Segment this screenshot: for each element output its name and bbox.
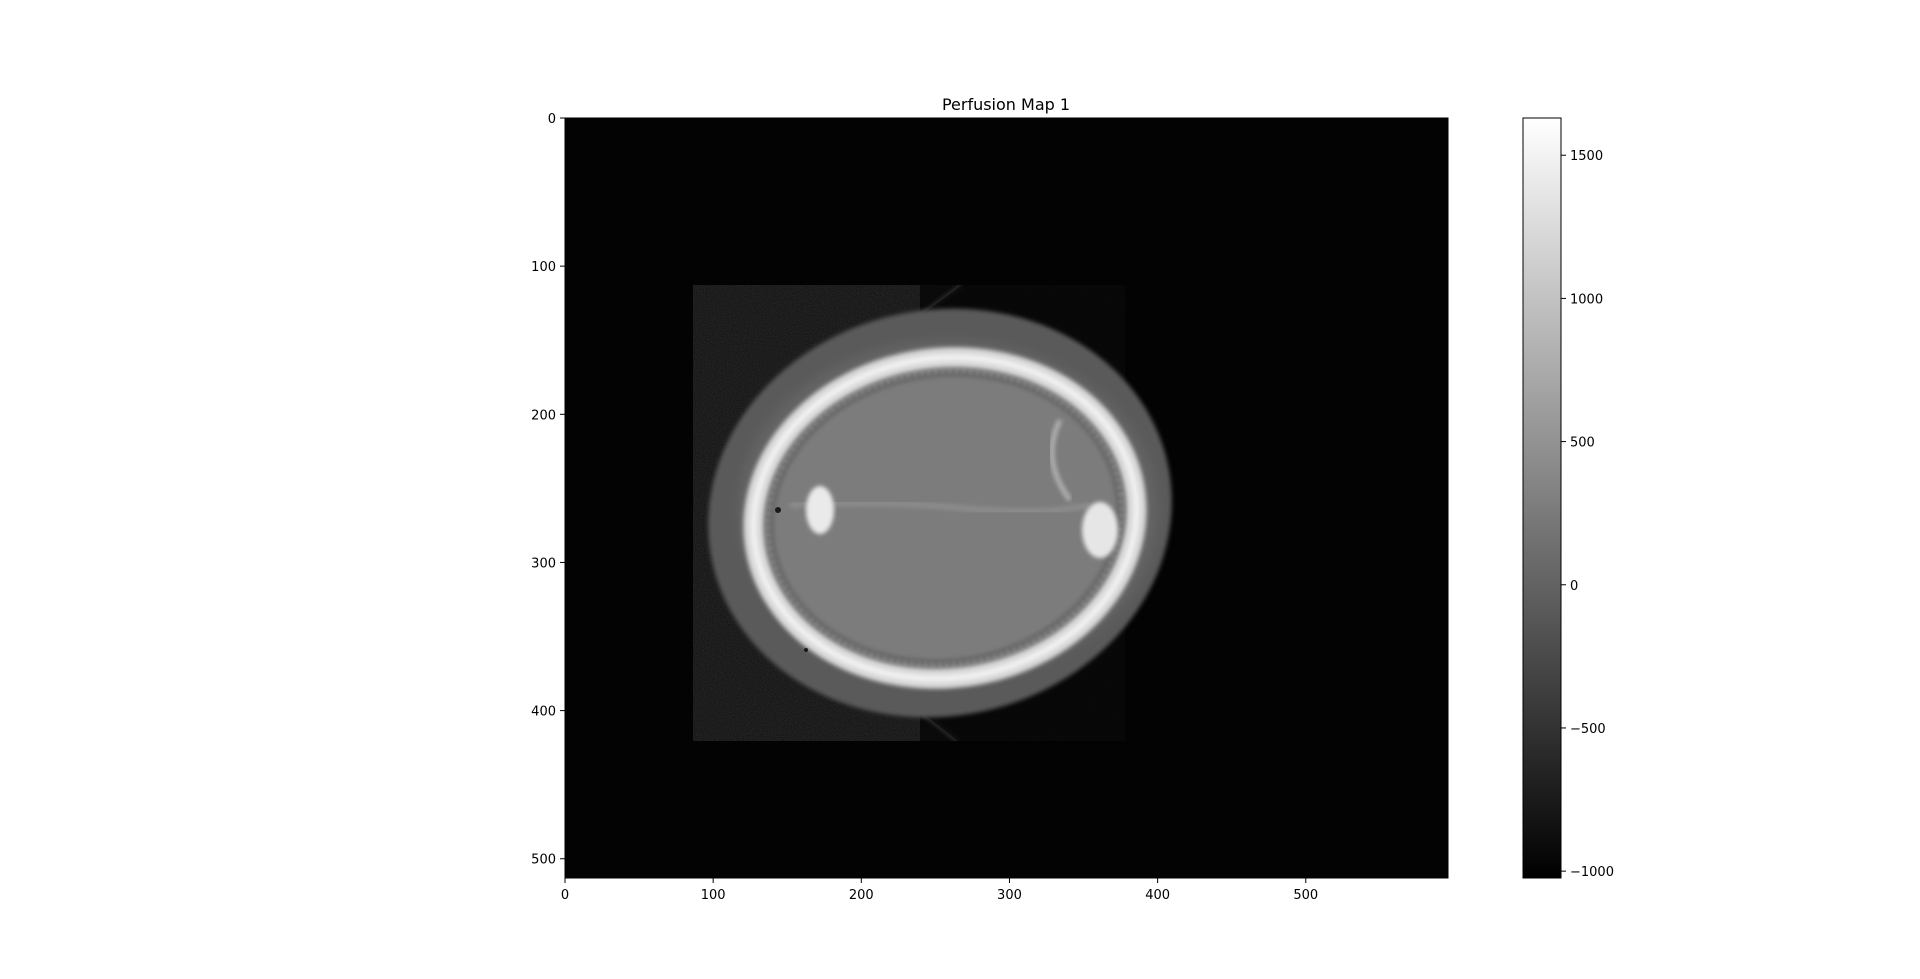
x-tick-label: 500 [1293, 888, 1318, 903]
x-tick-label: 400 [1145, 888, 1170, 903]
colorbar-tick-label: 500 [1570, 436, 1595, 451]
ct-slice-image [565, 118, 1448, 878]
y-axis: 0 100 200 300 400 500 [531, 112, 565, 868]
colorbar-tick-label: −500 [1570, 722, 1606, 737]
y-tick-label: 0 [548, 112, 556, 127]
chart-title: Perfusion Map 1 [942, 95, 1070, 114]
y-tick-label: 500 [531, 853, 556, 868]
x-tick-label: 0 [561, 888, 569, 903]
colorbar-gradient [1522, 117, 1562, 879]
y-tick-label: 100 [531, 260, 556, 275]
x-tick-label: 200 [849, 888, 874, 903]
y-tick-label: 400 [531, 705, 556, 720]
colorbar-tick-label: −1000 [1570, 865, 1614, 880]
y-tick-label: 200 [531, 408, 556, 423]
plot-frame [564, 117, 1449, 879]
y-tick-label: 300 [531, 556, 556, 571]
colorbar: 1500 1000 500 0 −500 −1000 [1522, 117, 1614, 880]
colorbar-tick-label: 0 [1570, 579, 1578, 594]
colorbar-ticks: 1500 1000 500 0 −500 −1000 [1561, 149, 1614, 880]
colorbar-tick-label: 1000 [1570, 292, 1603, 307]
x-tick-label: 300 [997, 888, 1022, 903]
x-axis: 0 100 200 300 400 500 [561, 878, 1318, 903]
colorbar-tick-label: 1500 [1570, 149, 1603, 164]
x-tick-label: 100 [701, 888, 726, 903]
